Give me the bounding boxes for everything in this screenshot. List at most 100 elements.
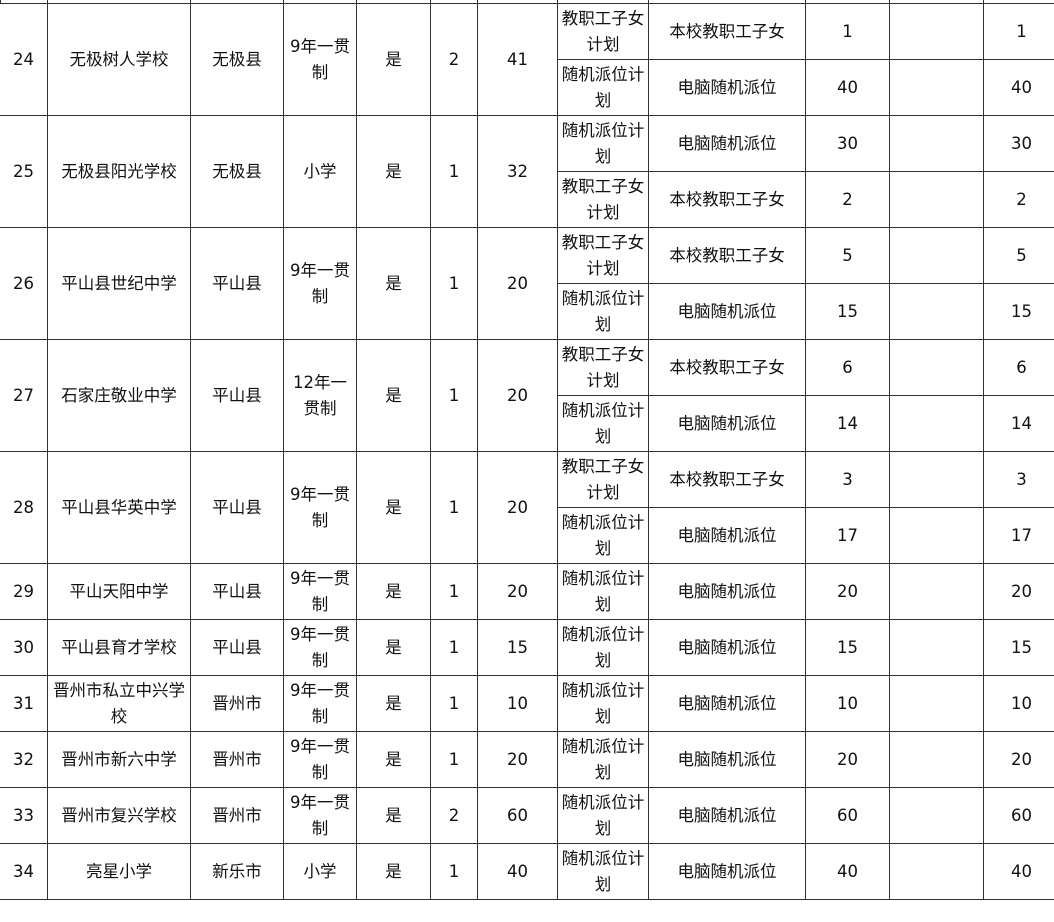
plan-type: 随机派位计划: [557, 787, 649, 844]
table-row: 34 亮星小学 新乐市 小学是 1 40 随机派位计划 电脑随机派位 40 40: [0, 843, 1054, 900]
admission-method: 本校教职工子女: [648, 227, 806, 284]
border-stub: [805, 0, 806, 4]
row-number: 27: [0, 339, 48, 452]
total-enrollment: 41: [477, 3, 558, 116]
extra-count: [889, 171, 984, 228]
admission-method: 电脑随机派位: [648, 731, 806, 788]
row-number: 28: [0, 451, 48, 564]
class-count: 2: [430, 787, 478, 844]
table-row: 29 平山天阳中学 平山县 9年一贯制是 1 20 随机派位计划 电脑随机派位 20 20: [0, 563, 1054, 620]
border-stub: [0, 0, 1, 4]
plan-count: 60: [805, 787, 890, 844]
flag: 是: [356, 787, 431, 844]
plan-count: 3: [805, 451, 890, 508]
school-name: 亮星小学: [47, 843, 191, 900]
previous-row-border-stub: [0, 0, 1054, 4]
sum-count: 40: [983, 59, 1054, 116]
extra-count: [889, 451, 984, 508]
school-type: 9年一贯制: [283, 619, 357, 676]
county: 平山县: [190, 451, 284, 564]
class-count: 1: [430, 115, 478, 228]
border-stub: [477, 0, 478, 4]
county: 平山县: [190, 227, 284, 340]
row-number: 31: [0, 675, 48, 732]
plan-count: 15: [805, 619, 890, 676]
sum-count: 3: [983, 451, 1054, 508]
border-stub: [356, 0, 357, 4]
sum-count: 17: [983, 507, 1054, 564]
flag: 是: [356, 731, 431, 788]
extra-count: [889, 507, 984, 564]
county: 晋州市: [190, 731, 284, 788]
border-stub: [557, 0, 558, 4]
plan-type: 教职工子女计划: [557, 339, 649, 396]
row-number: 32: [0, 731, 48, 788]
border-stub: [190, 0, 191, 4]
sum-count: 10: [983, 675, 1054, 732]
school-type: 12年一贯制: [283, 339, 357, 452]
plan-count: 1: [805, 3, 890, 60]
plan-count: 40: [805, 59, 890, 116]
school-name: 石家庄敬业中学: [47, 339, 191, 452]
plan-type: 随机派位计划: [557, 619, 649, 676]
table-row: 30 平山县育才学校 平山县 9年一贯制是 1 15 随机派位计划 电脑随机派位 15 15: [0, 619, 1054, 676]
school-name: 平山天阳中学: [47, 563, 191, 620]
school-name: 平山县世纪中学: [47, 227, 191, 340]
county: 无极县: [190, 115, 284, 228]
plan-count: 40: [805, 843, 890, 900]
sum-count: 60: [983, 787, 1054, 844]
sum-count: 40: [983, 843, 1054, 900]
border-stub: [889, 0, 890, 4]
row-number: 30: [0, 619, 48, 676]
row-number: 26: [0, 227, 48, 340]
sum-count: 20: [983, 731, 1054, 788]
total-enrollment: 15: [477, 619, 558, 676]
table-row: 31 晋州市私立中兴学校 晋州市 9年一贯制是 1 10 随机派位计划 电脑随机派位 10 10: [0, 675, 1054, 732]
school-name: 无极树人学校: [47, 3, 191, 116]
plan-count: 6: [805, 339, 890, 396]
sum-count: 2: [983, 171, 1054, 228]
flag: 是: [356, 563, 431, 620]
border-stub: [47, 0, 48, 4]
row-number: 25: [0, 115, 48, 228]
flag: 是: [356, 3, 431, 116]
extra-count: [889, 619, 984, 676]
plan-type: 随机派位计划: [557, 843, 649, 900]
class-count: 1: [430, 675, 478, 732]
admission-method: 电脑随机派位: [648, 843, 806, 900]
school-type: 9年一贯制: [283, 675, 357, 732]
row-number: 33: [0, 787, 48, 844]
total-enrollment: 20: [477, 731, 558, 788]
row-number: 24: [0, 3, 48, 116]
extra-count: [889, 115, 984, 172]
flag: 是: [356, 339, 431, 452]
admission-method: 本校教职工子女: [648, 339, 806, 396]
plan-type: 随机派位计划: [557, 507, 649, 564]
plan-type: 随机派位计划: [557, 283, 649, 340]
school-type: 9年一贯制: [283, 563, 357, 620]
table-row: 27 石家庄敬业中学 平山县 12年一贯制是 1 20 教职工子女计划 本校教职工子女 6 6: [0, 339, 1054, 452]
border-stub: [983, 0, 984, 4]
extra-count: [889, 283, 984, 340]
school-type: 9年一贯制: [283, 731, 357, 788]
class-count: 1: [430, 451, 478, 564]
extra-count: [889, 731, 984, 788]
plan-type: 教职工子女计划: [557, 171, 649, 228]
table-row: 33 晋州市复兴学校 晋州市 9年一贯制是 2 60 随机派位计划 电脑随机派位 60 60: [0, 787, 1054, 844]
extra-count: [889, 563, 984, 620]
school-name: 平山县育才学校: [47, 619, 191, 676]
school-type: 9年一贯制: [283, 451, 357, 564]
table-row: 28 平山县华英中学 平山县 9年一贯制是 1 20 教职工子女计划 本校教职工子女 3 3: [0, 451, 1054, 564]
plan-type: 教职工子女计划: [557, 451, 649, 508]
class-count: 1: [430, 339, 478, 452]
flag: 是: [356, 619, 431, 676]
sum-count: 5: [983, 227, 1054, 284]
extra-count: [889, 227, 984, 284]
extra-count: [889, 59, 984, 116]
county: 平山县: [190, 619, 284, 676]
plan-count: 15: [805, 283, 890, 340]
border-stub: [430, 0, 431, 4]
plan-count: 14: [805, 395, 890, 452]
row-number: 29: [0, 563, 48, 620]
school-type: 9年一贯制: [283, 3, 357, 116]
